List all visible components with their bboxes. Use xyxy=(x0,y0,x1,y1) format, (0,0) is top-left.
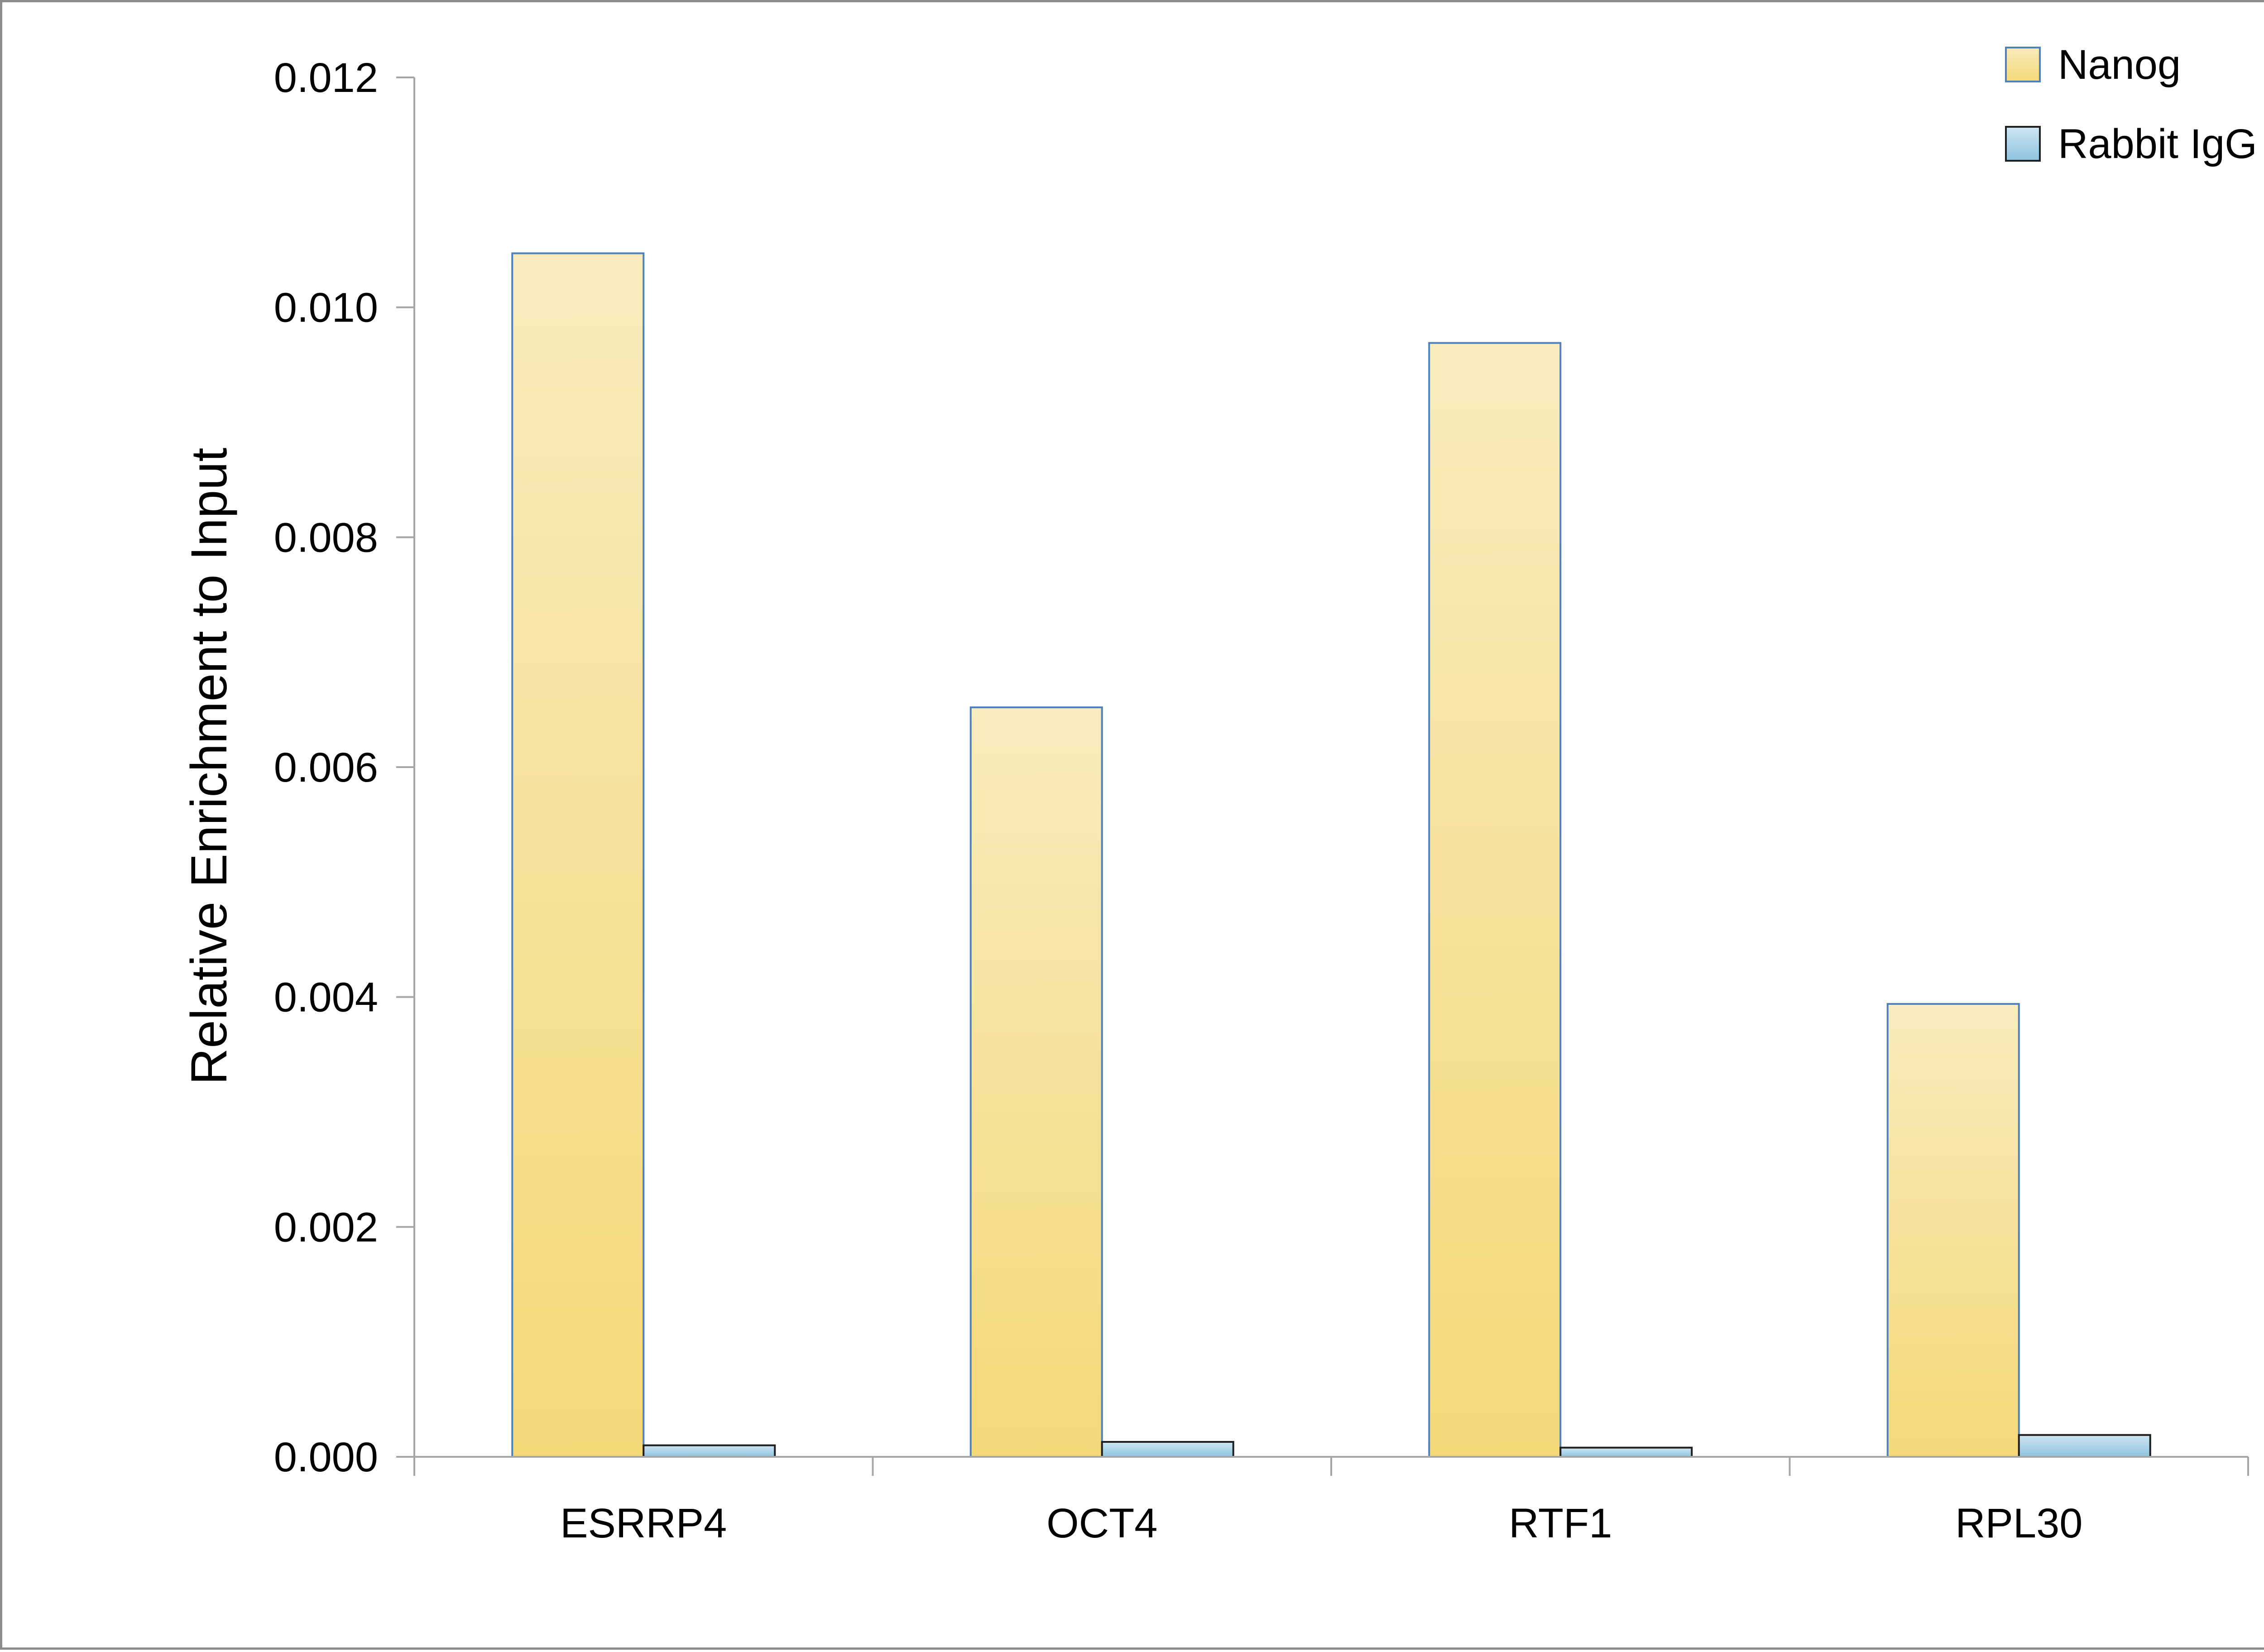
bar-rabbit-igg-oct4 xyxy=(1101,1441,1234,1458)
bars-layer xyxy=(511,252,2151,1458)
bar-rabbit-igg-esrrp4 xyxy=(643,1444,776,1458)
y-tick-label: 0.000 xyxy=(274,1434,378,1480)
legend-swatch xyxy=(2005,126,2041,162)
bar-rabbit-igg-rtf1 xyxy=(1559,1446,1693,1458)
x-category-label: OCT4 xyxy=(1046,1500,1157,1546)
legend: Nanog Rabbit IgG xyxy=(2005,42,2257,167)
y-ticks: 0.000 0.002 0.004 0.006 0.008 0.010 0.012 xyxy=(274,55,414,1480)
x-category-label: RTF1 xyxy=(1509,1500,1612,1546)
y-tick-label: 0.008 xyxy=(274,514,378,561)
legend-label: Nanog xyxy=(2058,42,2181,88)
legend-swatch xyxy=(2005,47,2041,82)
x-categories: ESRRP4 OCT4 RTF1 RPL30 xyxy=(560,1500,2082,1546)
bar-nanog-rpl30 xyxy=(1886,1003,2020,1458)
x-category-label: ESRRP4 xyxy=(560,1500,727,1546)
y-tick-label: 0.010 xyxy=(274,285,378,331)
bar-nanog-oct4 xyxy=(969,706,1103,1458)
y-tick-label: 0.002 xyxy=(274,1204,378,1250)
bar-nanog-rtf1 xyxy=(1428,342,1562,1458)
y-tick-label: 0.012 xyxy=(274,55,378,101)
x-category-label: RPL30 xyxy=(1955,1500,2082,1546)
y-tick-label: 0.004 xyxy=(274,975,378,1021)
bar-rabbit-igg-rpl30 xyxy=(2018,1434,2151,1458)
legend-label: Rabbit IgG xyxy=(2058,121,2257,167)
bar-nanog-esrrp4 xyxy=(511,252,645,1458)
y-tick-label: 0.006 xyxy=(274,744,378,791)
y-axis-title: Relative Enrichment to Input xyxy=(181,448,237,1085)
